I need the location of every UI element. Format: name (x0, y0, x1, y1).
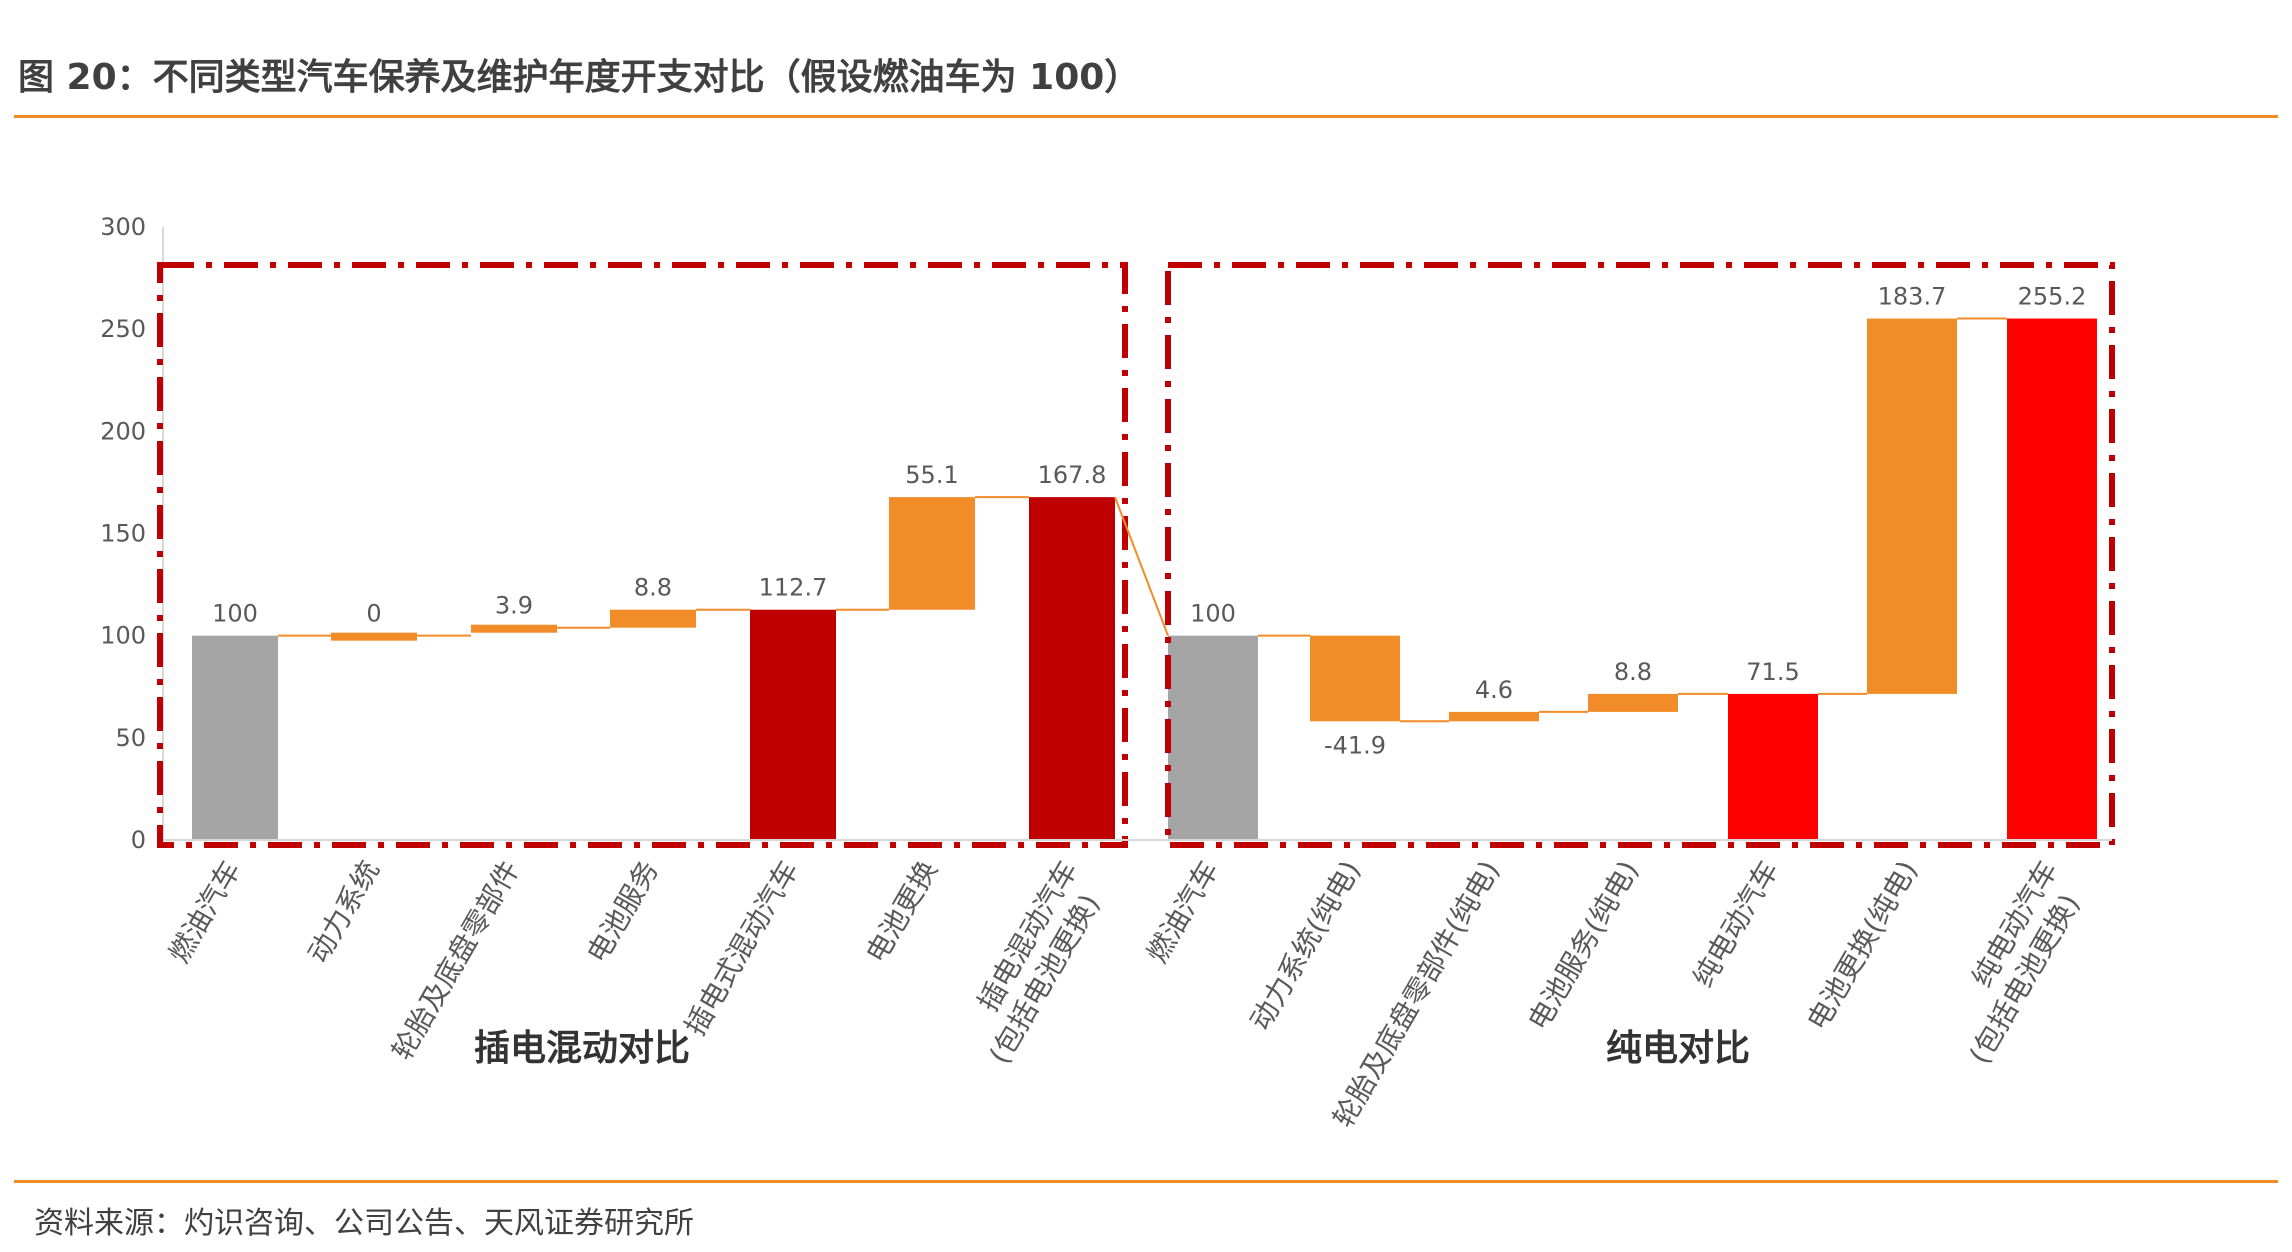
category-label: 插电混动汽车(包括电池更换) (952, 855, 1116, 1070)
group-box-2 (1165, 262, 2115, 848)
bar-1-6 (889, 497, 975, 610)
data-label: 8.8 (1614, 658, 1652, 686)
category-label-line: 电池服务(纯电) (1522, 855, 1646, 1036)
footer-divider (14, 1180, 2278, 1183)
y-tick-label: 50 (115, 724, 146, 752)
bar-1-4 (610, 609, 696, 628)
bar-2-7 (2007, 318, 2097, 840)
category-label: 燃油汽车 (1140, 855, 1225, 969)
category-label: 插电式混动汽车 (678, 855, 805, 1041)
bar-1-3 (471, 624, 557, 633)
data-label: 100 (1190, 600, 1236, 628)
category-label: 动力系统 (301, 855, 386, 969)
category-label-line: 电池更换 (859, 855, 944, 969)
bar-1-2 (331, 632, 417, 641)
data-label: 4.6 (1475, 676, 1513, 704)
category-label-line: 电池更换(纯电) (1801, 855, 1925, 1036)
category-label: 动力系统(纯电) (1244, 855, 1368, 1036)
bar-2-3 (1449, 711, 1539, 722)
category-label-line: 燃油汽车 (162, 855, 247, 969)
data-label: -41.9 (1324, 731, 1386, 759)
category-label: 轮胎及底盘零部件(纯电) (1327, 855, 1507, 1133)
data-label: 0 (366, 600, 381, 628)
y-tick-label: 200 (100, 417, 146, 445)
y-tick-label: 100 (100, 622, 146, 650)
data-label: 255.2 (2018, 283, 2087, 311)
data-label: 3.9 (495, 592, 533, 620)
category-label: 电池更换(纯电) (1801, 855, 1925, 1036)
bar-2-2 (1310, 635, 1400, 722)
category-label-line: 插电式混动汽车 (678, 855, 805, 1041)
bar-2-1 (1168, 635, 1258, 840)
bar-1-5 (750, 609, 836, 840)
category-label: 纯电动汽车(包括电池更换) (1932, 855, 2096, 1070)
group-label: 插电混动对比 (474, 1028, 690, 1069)
y-tick-label: 250 (100, 315, 146, 343)
data-label: 183.7 (1878, 283, 1947, 311)
bar-1-7 (1029, 497, 1115, 840)
title-divider (14, 115, 2278, 118)
bar-2-4 (1588, 693, 1678, 712)
connector-line-cross (1114, 496, 1169, 637)
data-label: 167.8 (1038, 461, 1107, 489)
category-label-line: 动力系统 (301, 855, 386, 969)
data-label: 112.7 (759, 574, 828, 602)
bar-2-6 (1867, 318, 1957, 694)
category-label: 电池服务 (580, 855, 665, 969)
category-label: 燃油汽车 (162, 855, 247, 969)
category-label: 电池服务(纯电) (1522, 855, 1646, 1036)
source-note: 资料来源：灼识咨询、公司公告、天风证券研究所 (34, 1206, 694, 1241)
bar-1-1 (192, 635, 278, 840)
y-tick-label: 150 (100, 520, 146, 548)
data-label: 71.5 (1746, 658, 1799, 686)
data-label: 8.8 (634, 574, 672, 602)
category-label: 纯电动汽车 (1686, 855, 1785, 993)
group-box-1 (157, 262, 1128, 848)
category-label-line: 轮胎及底盘零部件(纯电) (1327, 855, 1507, 1133)
y-tick-label: 300 (100, 213, 146, 241)
group-label: 纯电对比 (1606, 1028, 1750, 1069)
category-label-line: 动力系统(纯电) (1244, 855, 1368, 1036)
category-label-line: 燃油汽车 (1140, 855, 1225, 969)
bar-2-5 (1728, 693, 1818, 840)
figure-title: 图 20：不同类型汽车保养及维护年度开支对比（假设燃油车为 100） (18, 57, 1141, 98)
data-label: 55.1 (905, 461, 958, 489)
data-label: 100 (212, 600, 258, 628)
category-label: 电池更换 (859, 855, 944, 969)
category-label-line: 纯电动汽车 (1686, 855, 1785, 993)
y-tick-label: 0 (131, 826, 146, 854)
category-label-line: 电池服务 (580, 855, 665, 969)
